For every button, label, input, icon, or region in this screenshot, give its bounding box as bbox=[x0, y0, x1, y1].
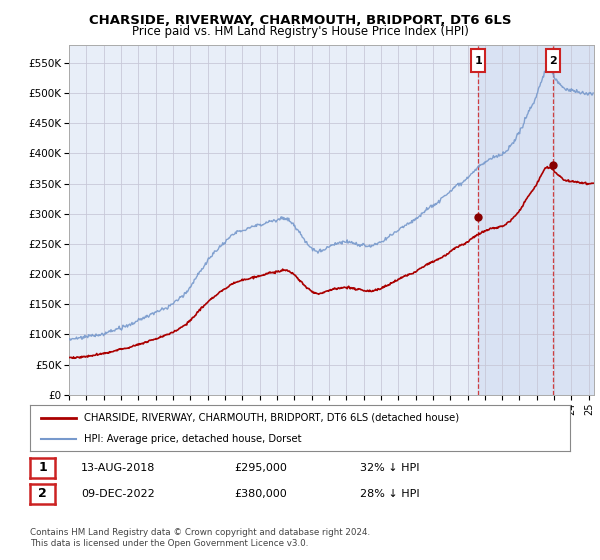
Text: 32% ↓ HPI: 32% ↓ HPI bbox=[360, 463, 419, 473]
Text: 2: 2 bbox=[38, 487, 47, 501]
Text: CHARSIDE, RIVERWAY, CHARMOUTH, BRIDPORT, DT6 6LS: CHARSIDE, RIVERWAY, CHARMOUTH, BRIDPORT,… bbox=[89, 14, 511, 27]
Text: CHARSIDE, RIVERWAY, CHARMOUTH, BRIDPORT, DT6 6LS (detached house): CHARSIDE, RIVERWAY, CHARMOUTH, BRIDPORT,… bbox=[84, 413, 459, 423]
Text: Price paid vs. HM Land Registry's House Price Index (HPI): Price paid vs. HM Land Registry's House … bbox=[131, 25, 469, 38]
Text: 28% ↓ HPI: 28% ↓ HPI bbox=[360, 489, 419, 499]
Text: £295,000: £295,000 bbox=[234, 463, 287, 473]
Text: Contains HM Land Registry data © Crown copyright and database right 2024.
This d: Contains HM Land Registry data © Crown c… bbox=[30, 528, 370, 548]
Text: 09-DEC-2022: 09-DEC-2022 bbox=[81, 489, 155, 499]
Text: HPI: Average price, detached house, Dorset: HPI: Average price, detached house, Dors… bbox=[84, 435, 302, 444]
Text: 1: 1 bbox=[475, 55, 482, 66]
Text: 1: 1 bbox=[38, 461, 47, 474]
Bar bbox=[472, 49, 485, 72]
Text: 2: 2 bbox=[549, 55, 557, 66]
Bar bbox=[546, 49, 560, 72]
Text: £380,000: £380,000 bbox=[234, 489, 287, 499]
Bar bbox=[478, 45, 600, 395]
Text: 13-AUG-2018: 13-AUG-2018 bbox=[81, 463, 155, 473]
